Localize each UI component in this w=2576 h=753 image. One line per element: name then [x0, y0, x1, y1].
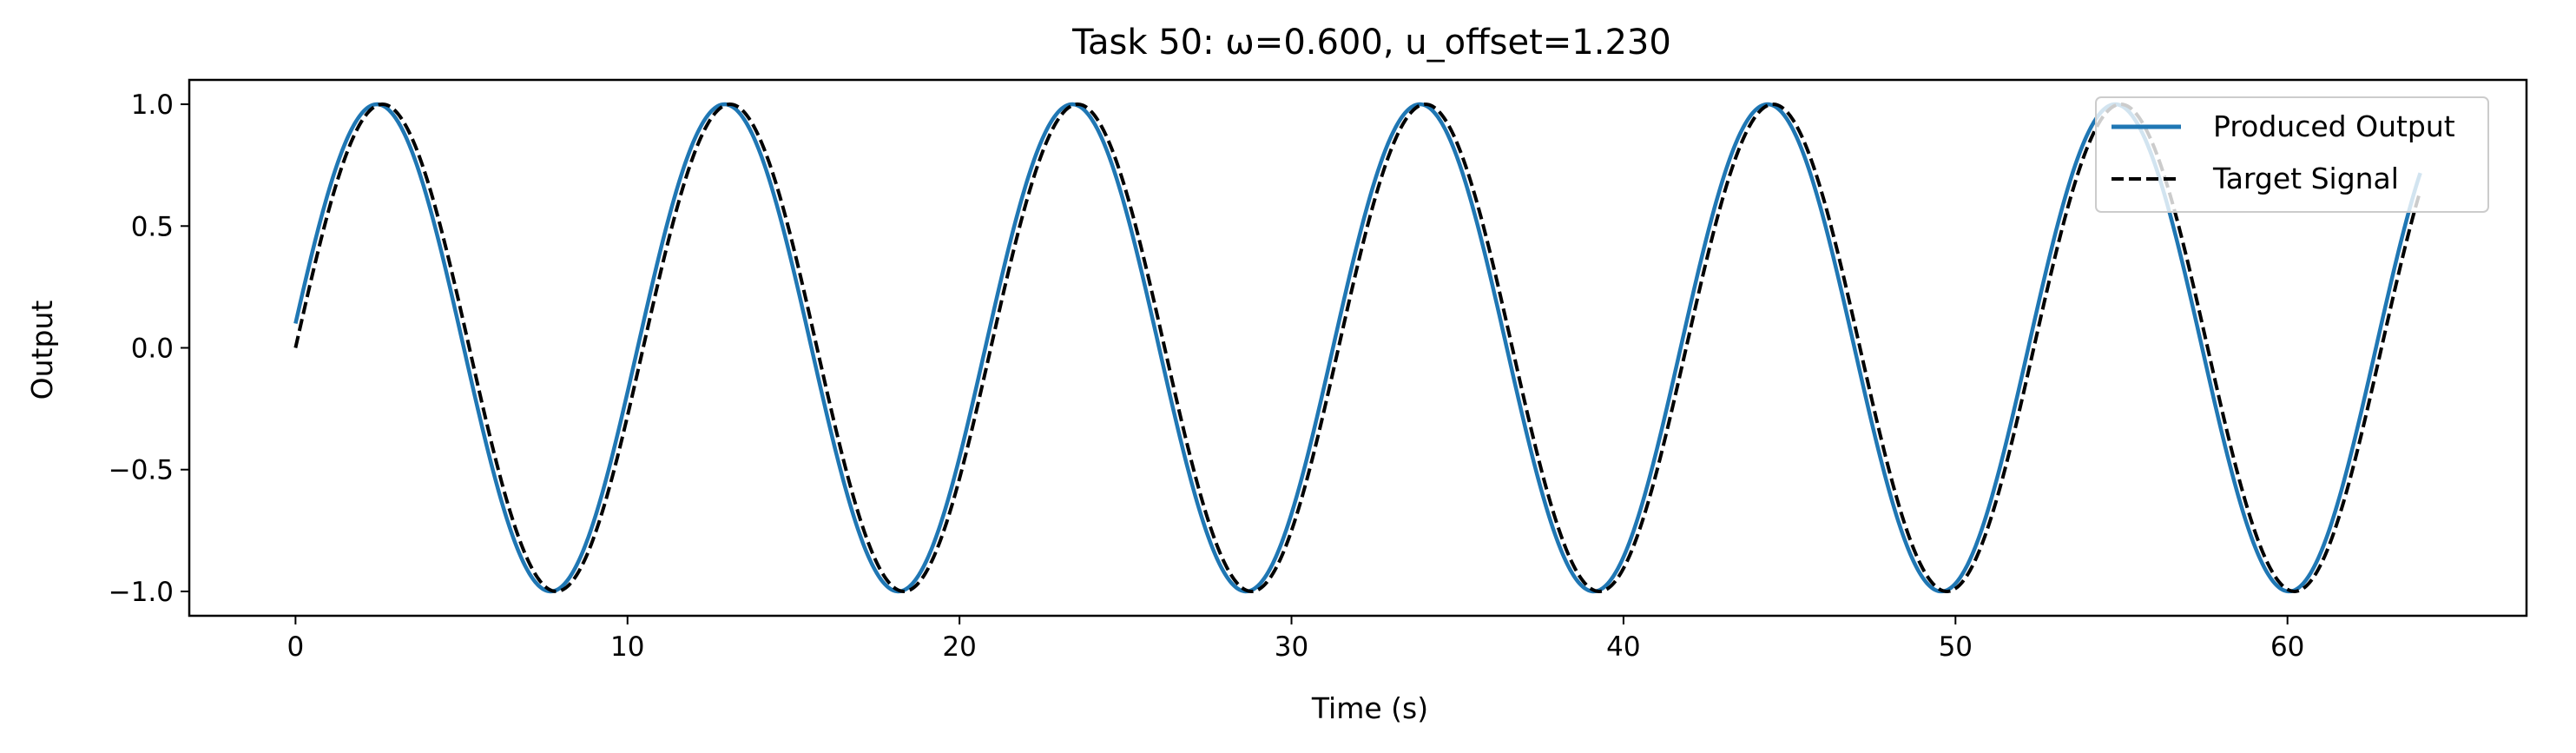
x-tick-label: 20 [942, 631, 976, 663]
y-tick-label: −1.0 [109, 577, 174, 608]
y-tick-label: −0.5 [109, 455, 174, 486]
y-tick-label: 0.0 [131, 334, 174, 365]
series-layer [293, 102, 2422, 594]
y-axis-ticks: −1.0 −0.5 0.0 0.5 1.0 [109, 89, 189, 608]
x-tick-label: 40 [1606, 631, 1640, 663]
y-axis-label: Output [25, 301, 59, 400]
chart-title: Task 50: ω=0.600, u_offset=1.230 [1071, 23, 1671, 63]
series-line-target-signal [293, 102, 2422, 593]
legend: Produced Output Target Signal [2095, 96, 2489, 213]
x-axis-ticks: 0 10 20 30 40 50 60 [287, 616, 2304, 663]
x-tick-label: 10 [610, 631, 644, 663]
x-tick-label: 60 [2270, 631, 2304, 663]
legend-box [2095, 96, 2489, 213]
x-tick-label: 30 [1275, 631, 1308, 663]
y-tick-label: 0.5 [131, 211, 174, 242]
series-line-produced-output [293, 102, 2422, 594]
legend-label-produced-output: Produced Output [2213, 109, 2455, 143]
y-tick-label: 1.0 [131, 89, 174, 121]
x-tick-label: 0 [287, 631, 304, 663]
x-axis-label: Time (s) [1311, 691, 1428, 725]
x-tick-label: 50 [1939, 631, 1973, 663]
legend-label-target-signal: Target Signal [2212, 162, 2399, 195]
